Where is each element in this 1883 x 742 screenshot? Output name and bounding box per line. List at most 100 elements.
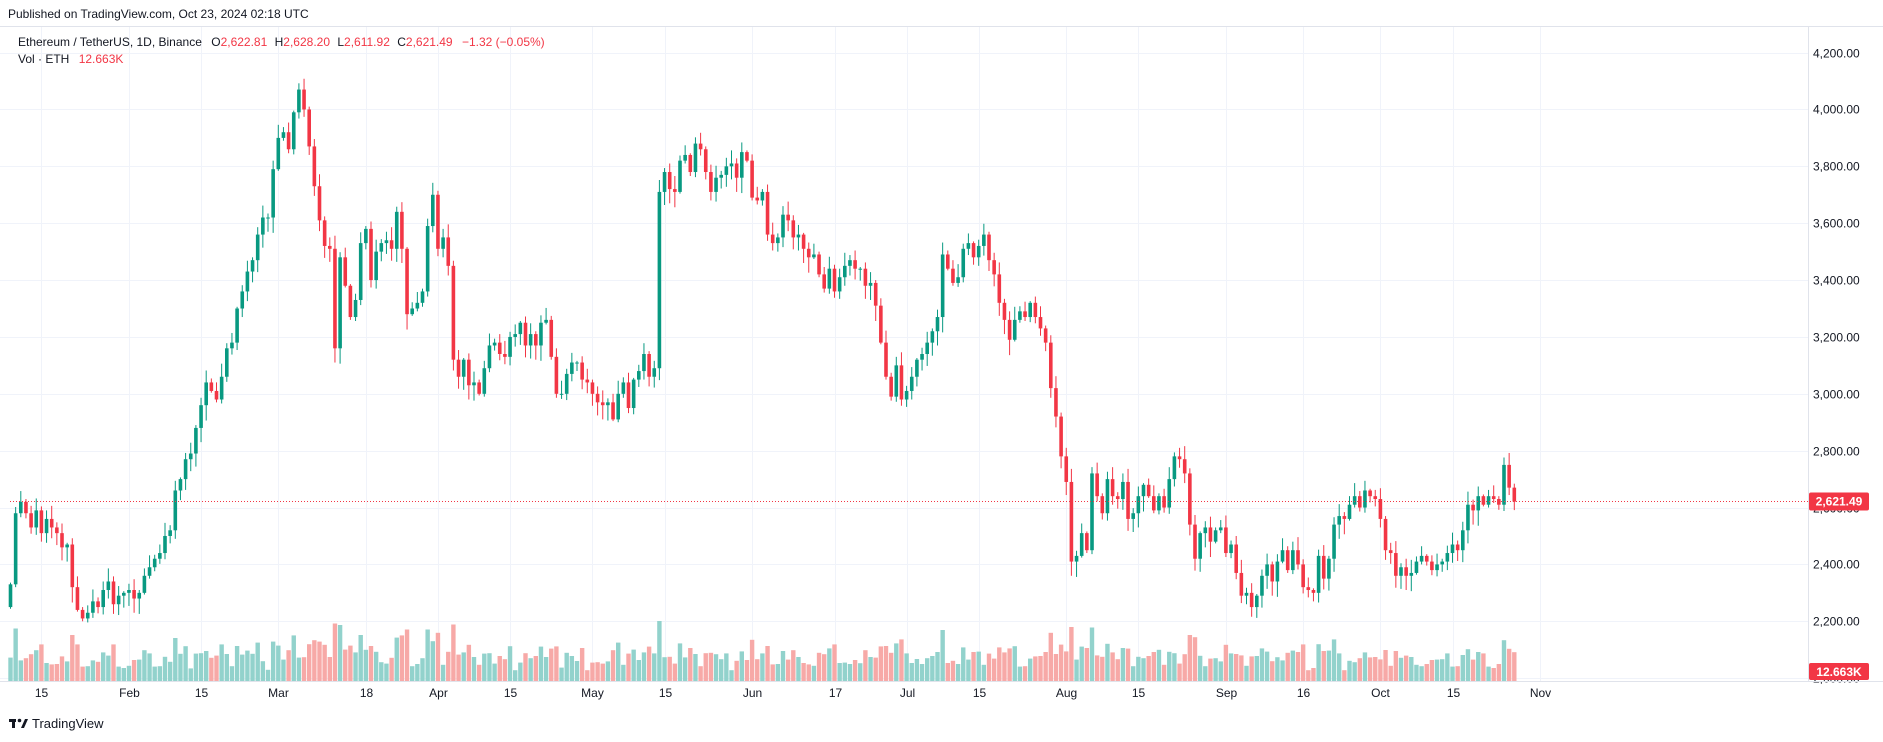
volume-bar (554, 646, 559, 681)
candle-body (183, 459, 188, 480)
legend-high: 2,628.20 (283, 35, 330, 49)
candle-body (570, 362, 574, 374)
legend-vol-label: Vol · ETH (18, 52, 69, 66)
candle-body (44, 518, 49, 534)
candle-body (971, 243, 976, 258)
candle-body (1028, 302, 1032, 318)
candle-body (812, 254, 816, 258)
candle-body (946, 254, 950, 269)
volume-bar (121, 668, 126, 681)
candle-body (1502, 464, 1506, 505)
candle-body (894, 365, 899, 397)
volume-bar (44, 663, 49, 681)
candle-body (219, 376, 224, 400)
volume-bar (533, 656, 538, 681)
last-volume-tag: 12.663K (1809, 663, 1869, 680)
candle-body (590, 382, 595, 394)
candle-body (554, 356, 559, 394)
volume-bar (18, 660, 23, 681)
volume-bar (1125, 648, 1131, 681)
volume-bar (461, 652, 466, 681)
volume-bar (1182, 654, 1187, 681)
candle-body (487, 345, 492, 369)
candle-body (966, 243, 971, 249)
candle-body (863, 268, 868, 286)
candle-body (1399, 567, 1403, 576)
candle-body (168, 530, 172, 536)
volume-bar (641, 652, 647, 681)
volume-bar (1120, 648, 1126, 681)
candle-body (91, 601, 95, 613)
volume-bar (1275, 657, 1280, 681)
volume-bar (1074, 659, 1079, 681)
volume-bar (476, 664, 482, 681)
candle-body (101, 590, 105, 608)
volume-bar (646, 646, 652, 681)
volume-bar (70, 635, 75, 681)
volume-bar (1012, 646, 1017, 681)
candle-body (1152, 496, 1156, 511)
x-tick-label: 15 (1132, 686, 1146, 700)
volume-bar (389, 657, 394, 681)
volume-bar (1280, 660, 1285, 681)
volume-bar (811, 665, 817, 681)
candle-body (317, 186, 322, 221)
volume-bar (502, 659, 508, 681)
candle-body (127, 590, 131, 593)
volume-bar (1146, 656, 1151, 681)
volume-bar (600, 663, 605, 681)
candle-body (1213, 530, 1218, 542)
x-tick-label: Apr (429, 686, 448, 700)
volume-bar (1337, 653, 1342, 681)
volume-bar (240, 654, 245, 681)
candle-body (137, 592, 142, 599)
candle-body (1491, 496, 1496, 500)
candle-body (446, 237, 451, 266)
volume-bar (64, 661, 70, 681)
volume-bar (1300, 644, 1306, 681)
volume-bar (209, 657, 214, 681)
candle-body (39, 510, 44, 534)
candle-body (188, 453, 193, 460)
candle-body (1239, 572, 1244, 596)
volume-bar (914, 659, 920, 681)
volume-bar (760, 653, 765, 681)
candle-body (1100, 496, 1105, 514)
volume-bar (245, 650, 250, 681)
candle-body (13, 513, 18, 585)
x-tick-label: Nov (1530, 686, 1551, 700)
candle-body (1321, 555, 1326, 579)
volume-bar (337, 625, 343, 681)
candle-body (1033, 302, 1038, 318)
x-tick-label: Aug (1056, 686, 1077, 700)
candle-body (1311, 590, 1316, 593)
candle-body (1059, 416, 1063, 457)
tradingview-logo[interactable]: TradingView (9, 716, 104, 731)
candle-body (338, 257, 342, 349)
volume-bar (183, 646, 188, 681)
candle-body (940, 254, 945, 318)
candle-body (328, 245, 332, 249)
volume-bar (1285, 652, 1290, 681)
volume-bar (250, 653, 255, 681)
volume-bar (1218, 661, 1223, 681)
volume-bar (1156, 649, 1162, 681)
volume-bar (193, 653, 199, 681)
candle-body (559, 393, 564, 395)
volume-bar (868, 657, 873, 681)
candle-body (1445, 553, 1450, 562)
candle-body (1162, 496, 1166, 508)
volume-bar (616, 642, 621, 681)
volume-bar (672, 663, 678, 681)
volume-bar (1177, 663, 1182, 681)
volume-bar (1022, 666, 1028, 681)
volume-bar (1259, 648, 1265, 681)
candle-body (209, 382, 214, 391)
candle-body (1327, 558, 1331, 579)
candle-body (729, 163, 734, 167)
volume-bar (1424, 664, 1429, 681)
candle-body (626, 382, 631, 409)
candle-body (235, 308, 239, 343)
volume-bar (1192, 637, 1198, 681)
x-tick-label: 15 (35, 686, 49, 700)
